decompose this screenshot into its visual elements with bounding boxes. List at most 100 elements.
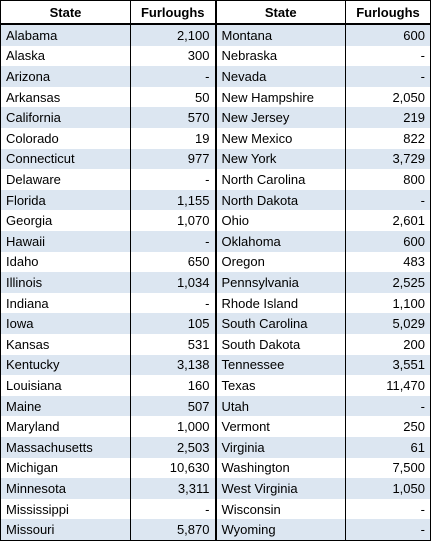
- state-cell: North Carolina: [214, 169, 346, 190]
- header-furloughs-right: Furloughs: [345, 0, 431, 25]
- furloughs-cell: 2,503: [130, 436, 217, 458]
- furloughs-cell: 61: [345, 436, 431, 458]
- state-cell: Michigan: [0, 457, 131, 479]
- state-cell: Connecticut: [0, 148, 131, 170]
- furloughs-cell: 2,050: [345, 86, 431, 108]
- table-row: Alaska 300 Nebraska -: [0, 45, 431, 67]
- table-row: Iowa 105 South Carolina 5,029: [0, 313, 431, 334]
- furloughs-cell: -: [345, 66, 431, 87]
- table-row: Maine 507 Utah -: [0, 395, 431, 417]
- furloughs-cell: 1,155: [130, 189, 217, 211]
- furloughs-cell: 105: [130, 313, 217, 334]
- furloughs-cell: 600: [345, 230, 431, 252]
- state-cell: West Virginia: [214, 478, 346, 499]
- state-cell: Vermont: [214, 416, 346, 437]
- furloughs-cell: -: [130, 66, 217, 87]
- furloughs-cell: 7,500: [345, 457, 431, 479]
- state-cell: Wyoming: [214, 519, 346, 542]
- state-cell: Missouri: [0, 519, 131, 542]
- state-cell: Kentucky: [0, 354, 131, 376]
- state-cell: Iowa: [0, 313, 131, 334]
- table-row: Kansas 531 South Dakota 200: [0, 333, 431, 355]
- furloughs-cell: 800: [345, 169, 431, 190]
- state-cell: Ohio: [214, 210, 346, 231]
- state-cell: Illinois: [0, 272, 131, 293]
- furloughs-cell: 3,551: [345, 354, 431, 376]
- furloughs-cell: 531: [130, 333, 217, 355]
- table-row: Colorado 19 New Mexico 822: [0, 128, 431, 149]
- header-furloughs-left: Furloughs: [130, 0, 217, 25]
- header-state-right: State: [214, 0, 346, 25]
- table-row: Indiana - Rhode Island 1,100: [0, 292, 431, 314]
- state-cell: Arkansas: [0, 86, 131, 108]
- state-cell: Alabama: [0, 24, 131, 46]
- furloughs-cell: 2,100: [130, 24, 217, 46]
- header-state-left: State: [0, 0, 131, 25]
- furloughs-cell: 1,000: [130, 416, 217, 437]
- furloughs-cell: -: [130, 230, 217, 252]
- table-row: Delaware - North Carolina 800: [0, 169, 431, 190]
- state-cell: Louisiana: [0, 375, 131, 396]
- state-cell: Delaware: [0, 169, 131, 190]
- state-cell: Maryland: [0, 416, 131, 437]
- table-row: Maryland 1,000 Vermont 250: [0, 416, 431, 437]
- furloughs-cell: 822: [345, 128, 431, 149]
- table-row: Arizona - Nevada -: [0, 66, 431, 87]
- state-cell: Arizona: [0, 66, 131, 87]
- furloughs-cell: 10,630: [130, 457, 217, 479]
- furloughs-cell: 200: [345, 333, 431, 355]
- state-cell: Tennessee: [214, 354, 346, 376]
- state-cell: Nevada: [214, 66, 346, 87]
- state-cell: Alaska: [0, 45, 131, 67]
- table-row: Idaho 650 Oregon 483: [0, 251, 431, 273]
- furloughs-cell: 300: [130, 45, 217, 67]
- furloughs-cell: 3,138: [130, 354, 217, 376]
- furloughs-cell: -: [345, 189, 431, 211]
- table-row: California 570 New Jersey 219: [0, 107, 431, 129]
- furloughs-cell: 1,070: [130, 210, 217, 231]
- furloughs-cell: -: [345, 45, 431, 67]
- furloughs-cell: 19: [130, 128, 217, 149]
- furloughs-cell: 1,100: [345, 292, 431, 314]
- furloughs-cell: 50: [130, 86, 217, 108]
- state-cell: Montana: [214, 24, 346, 46]
- state-cell: New Hampshire: [214, 86, 346, 108]
- state-cell: Utah: [214, 395, 346, 417]
- furloughs-cell: -: [345, 519, 431, 542]
- table-row: Florida 1,155 North Dakota -: [0, 189, 431, 211]
- furloughs-cell: -: [345, 498, 431, 520]
- table-body: Alabama 2,100 Montana 600 Alaska 300 Nebraska -…: [0, 24, 431, 542]
- furloughs-cell: 570: [130, 107, 217, 129]
- table-row: Louisiana 160 Texas 11,470: [0, 375, 431, 396]
- furloughs-cell: 507: [130, 395, 217, 417]
- state-cell: Oklahoma: [214, 230, 346, 252]
- state-cell: Colorado: [0, 128, 131, 149]
- table-row: Illinois 1,034 Pennsylvania 2,525: [0, 272, 431, 293]
- state-cell: Pennsylvania: [214, 272, 346, 293]
- table-row: Hawaii - Oklahoma 600: [0, 230, 431, 252]
- furloughs-cell: 5,029: [345, 313, 431, 334]
- furloughs-cell: -: [130, 292, 217, 314]
- furloughs-cell: 5,870: [130, 519, 217, 542]
- furloughs-cell: 600: [345, 24, 431, 46]
- state-cell: South Carolina: [214, 313, 346, 334]
- table-row: Minnesota 3,311 West Virginia 1,050: [0, 478, 431, 499]
- furloughs-cell: 1,034: [130, 272, 217, 293]
- furloughs-cell: 160: [130, 375, 217, 396]
- state-cell: Florida: [0, 189, 131, 211]
- furloughs-cell: 977: [130, 148, 217, 170]
- state-cell: Virginia: [214, 436, 346, 458]
- state-cell: Hawaii: [0, 230, 131, 252]
- table-row: Missouri 5,870 Wyoming -: [0, 519, 431, 542]
- furloughs-cell: 1,050: [345, 478, 431, 499]
- furloughs-cell: 2,525: [345, 272, 431, 293]
- state-cell: Rhode Island: [214, 292, 346, 314]
- state-cell: New York: [214, 148, 346, 170]
- furloughs-cell: 3,729: [345, 148, 431, 170]
- furloughs-cell: -: [130, 498, 217, 520]
- table-row: Kentucky 3,138 Tennessee 3,551: [0, 354, 431, 376]
- furloughs-cell: -: [345, 395, 431, 417]
- state-cell: Indiana: [0, 292, 131, 314]
- furloughs-cell: 3,311: [130, 478, 217, 499]
